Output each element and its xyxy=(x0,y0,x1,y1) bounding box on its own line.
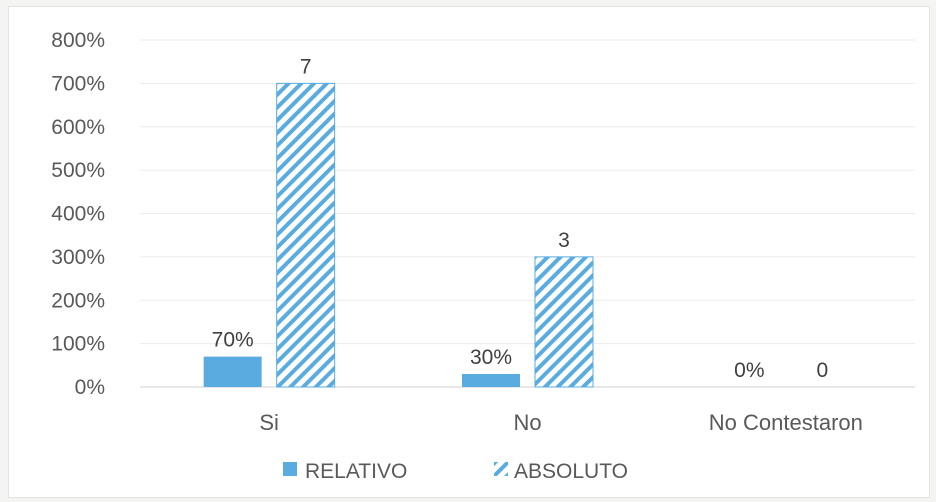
data-label: 70% xyxy=(212,329,254,352)
y-tick-label: 500% xyxy=(51,159,105,182)
legend-label-absoluto: ABSOLUTO xyxy=(514,460,628,483)
data-label: 3 xyxy=(558,229,570,252)
legend-swatch-absoluto xyxy=(494,462,508,476)
x-category-label: Si xyxy=(259,410,279,435)
y-tick-label: 700% xyxy=(51,72,105,95)
bar-absoluto xyxy=(276,82,336,388)
y-axis-ticks: 0% 100% 200% 300% 400% 500% 600% 700% 800% xyxy=(51,29,105,399)
data-label: 30% xyxy=(470,346,512,369)
legend-swatch-relativo xyxy=(283,462,297,476)
bar-absoluto xyxy=(534,256,594,388)
y-tick-label: 100% xyxy=(51,333,105,356)
y-tick-label: 200% xyxy=(51,289,105,312)
chart-frame xyxy=(8,6,930,498)
bar-relativo xyxy=(203,356,262,387)
y-tick-label: 400% xyxy=(51,203,105,226)
x-axis-categories: Si No No Contestaron xyxy=(259,410,862,435)
data-labels: 70%730%30% 0 xyxy=(212,55,829,382)
x-category-label: No xyxy=(513,410,541,435)
bar-relativo xyxy=(462,373,520,387)
x-category-label: No Contestaron xyxy=(709,410,863,435)
y-tick-label: 800% xyxy=(51,29,105,52)
legend: RELATIVO ABSOLUTO xyxy=(283,460,628,483)
gridlines xyxy=(140,39,915,388)
data-label: 0 xyxy=(816,359,828,382)
y-tick-label: 300% xyxy=(51,246,105,269)
bars xyxy=(203,82,594,388)
data-label: 7 xyxy=(300,55,312,78)
legend-label-relativo: RELATIVO xyxy=(305,460,407,483)
y-tick-label: 600% xyxy=(51,116,105,139)
y-tick-label: 0% xyxy=(75,376,105,399)
data-label: 0% xyxy=(734,359,764,382)
